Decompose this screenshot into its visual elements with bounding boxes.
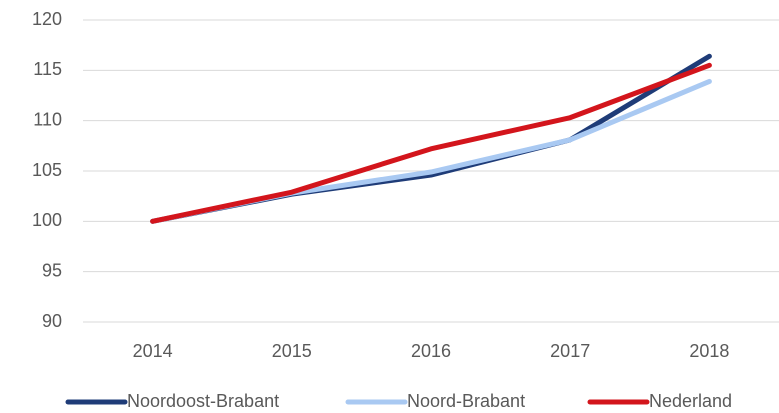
x-tick-label: 2015 (272, 341, 312, 361)
y-tick-label: 90 (42, 311, 62, 331)
y-tick-label: 100 (32, 210, 62, 230)
x-tick-label: 2018 (689, 341, 729, 361)
series-line (150, 53, 712, 224)
series-line (150, 62, 712, 224)
legend-label: Nederland (649, 391, 732, 411)
y-tick-label: 120 (32, 9, 62, 29)
legend-label: Noordoost-Brabant (127, 391, 279, 411)
legend-label: Noord-Brabant (407, 391, 525, 411)
x-tick-label: 2014 (133, 341, 173, 361)
y-tick-label: 105 (32, 160, 62, 180)
x-tick-label: 2016 (411, 341, 451, 361)
x-tick-label: 2017 (550, 341, 590, 361)
y-tick-label: 115 (33, 59, 62, 79)
y-tick-label: 95 (42, 260, 62, 280)
y-tick-label: 110 (33, 109, 62, 129)
